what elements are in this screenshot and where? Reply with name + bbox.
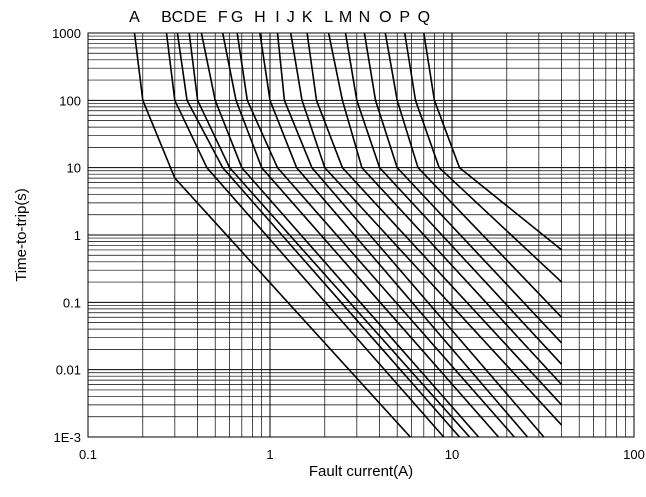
y-tick-label: 10	[67, 161, 81, 176]
curve-label-j: J	[287, 9, 295, 26]
trip-curve-q	[423, 32, 563, 251]
trip-curve-j	[289, 32, 563, 426]
x-axis-label: Fault current(A)	[309, 463, 413, 480]
curve-label-e: E	[196, 9, 207, 26]
trip-curve-l	[327, 32, 563, 386]
trip-curve-h	[259, 32, 529, 438]
trip-curve-g	[236, 32, 515, 438]
curve-label-f: F	[218, 9, 228, 26]
curve-label-g: G	[231, 9, 243, 26]
curve-label-d: D	[183, 9, 195, 26]
curve-label-k: K	[302, 9, 313, 26]
x-tick-labels: 0.1 1 10 100	[79, 447, 645, 462]
curve-label-h: H	[254, 9, 266, 26]
trip-curve-d	[188, 32, 471, 438]
curve-label-b: B	[161, 9, 172, 26]
curve-label-i: I	[275, 9, 279, 26]
y-tick-label: 1E-3	[54, 430, 81, 445]
curve-label-n: N	[359, 9, 371, 26]
trip-curve-n	[363, 32, 563, 344]
curve-label-a: A	[129, 9, 140, 26]
trip-curve-m	[344, 32, 563, 365]
y-tick-label: 100	[59, 93, 81, 108]
trip-curve-o	[384, 32, 563, 318]
curve-label-m: M	[339, 9, 352, 26]
curve-label-l: L	[324, 9, 333, 26]
curve-label-o: O	[379, 9, 391, 26]
trip-curve-b	[165, 32, 445, 438]
trip-curve-k	[306, 32, 563, 406]
y-tick-labels: 1E-3 0.01 0.1 1 10 100 1000	[52, 26, 81, 445]
trip-curve-a	[133, 32, 411, 438]
y-tick-label: 1	[74, 228, 81, 243]
x-tick-label: 1	[266, 447, 273, 462]
curve-label-q: Q	[418, 9, 430, 26]
curve-label-c: C	[172, 9, 184, 26]
y-axis-label: Time-to-trip(s)	[13, 188, 30, 282]
trip-curves	[133, 32, 563, 438]
x-tick-label: 100	[623, 447, 645, 462]
plot-frame	[87, 32, 635, 438]
x-tick-label: 10	[445, 447, 459, 462]
trip-curve-f	[221, 32, 500, 438]
y-tick-label: 0.1	[63, 295, 81, 310]
grid-lines	[87, 33, 634, 438]
trip-curve-p	[403, 32, 563, 283]
y-tick-label: 1000	[52, 26, 81, 41]
trip-curve-i	[276, 32, 545, 438]
x-tick-label: 0.1	[79, 447, 97, 462]
y-tick-label: 0.01	[56, 363, 81, 378]
curve-label-p: P	[399, 9, 410, 26]
trip-curve-e	[200, 32, 480, 438]
trip-curve-c	[176, 32, 461, 438]
